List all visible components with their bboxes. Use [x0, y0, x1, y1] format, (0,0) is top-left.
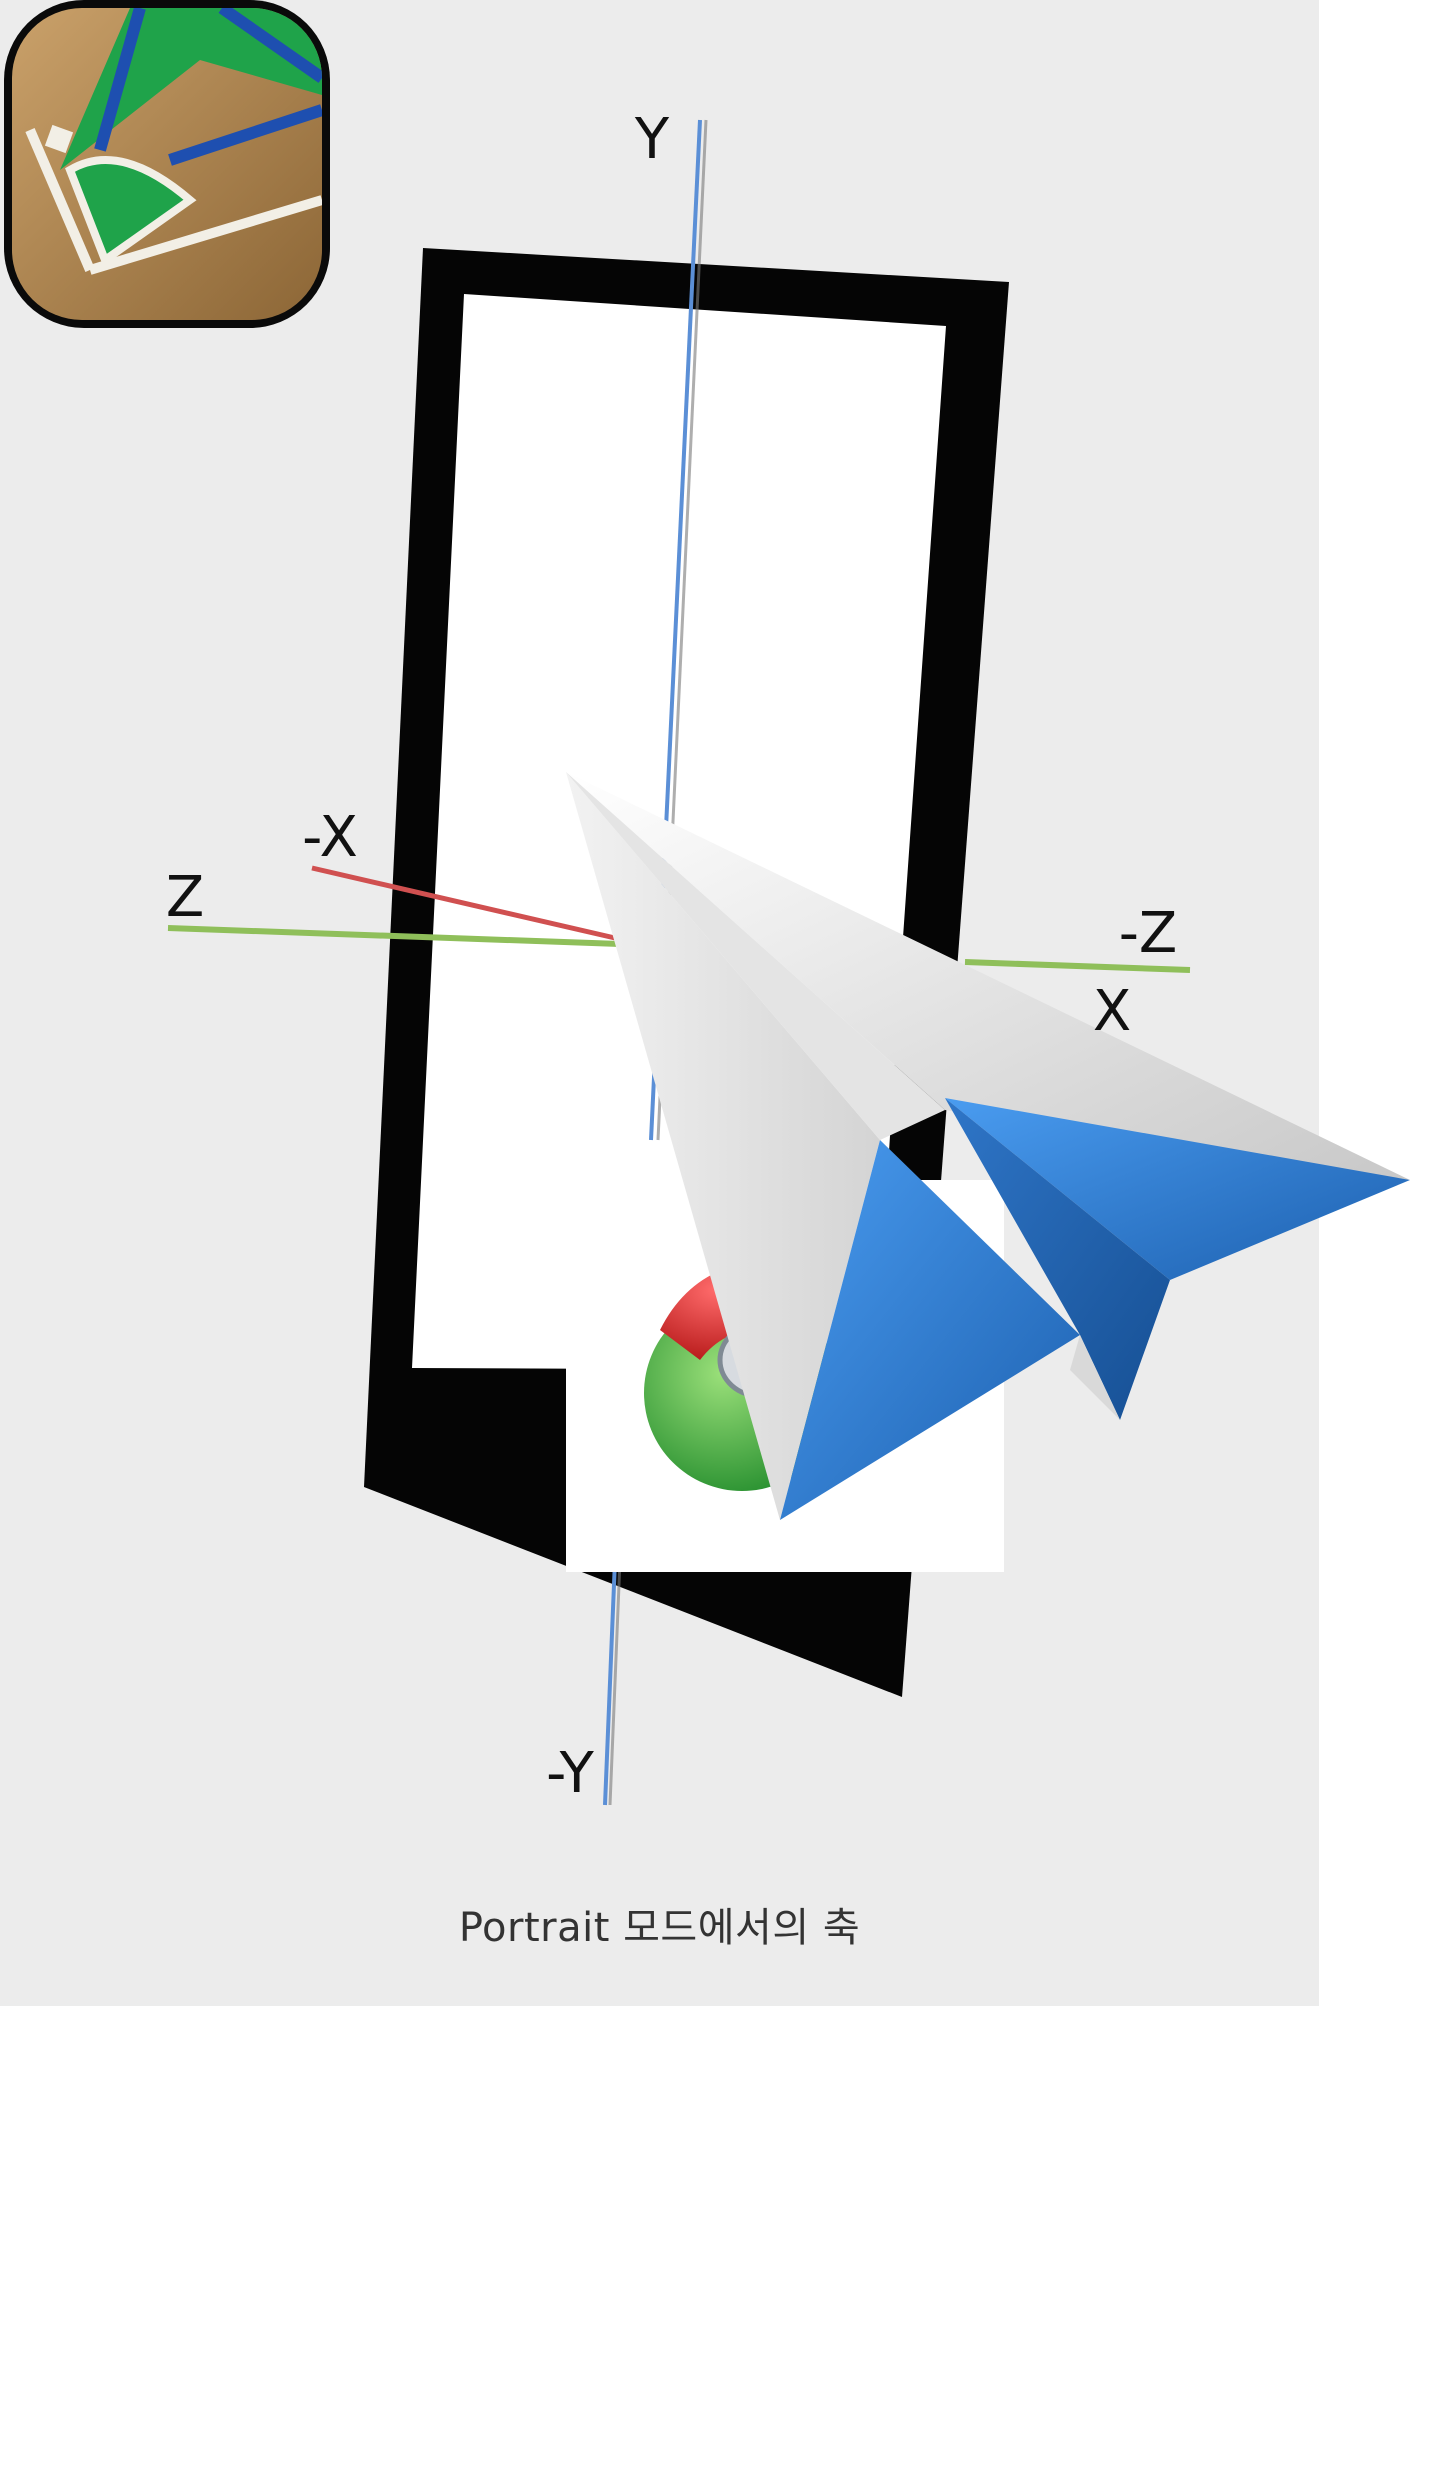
axis-labels: Y -Y X -X Z -Z	[166, 107, 1177, 1806]
baseball-field-app-icon	[4, 0, 330, 328]
y-axis-negative-label: -Y	[546, 1741, 595, 1806]
x-axis-negative-label: -X	[302, 805, 358, 870]
figure-caption: Portrait 모드에서의 축	[458, 1905, 861, 1951]
x-axis-positive-label: X	[1093, 979, 1131, 1044]
paper-plane-icon	[566, 772, 1410, 1520]
z-axis	[167, 925, 1191, 973]
y-axis-positive-label: Y	[634, 107, 670, 172]
z-axis-negative-label: -Z	[1119, 901, 1178, 966]
z-axis-positive-label: Z	[166, 865, 204, 930]
x-axis	[311, 865, 616, 941]
